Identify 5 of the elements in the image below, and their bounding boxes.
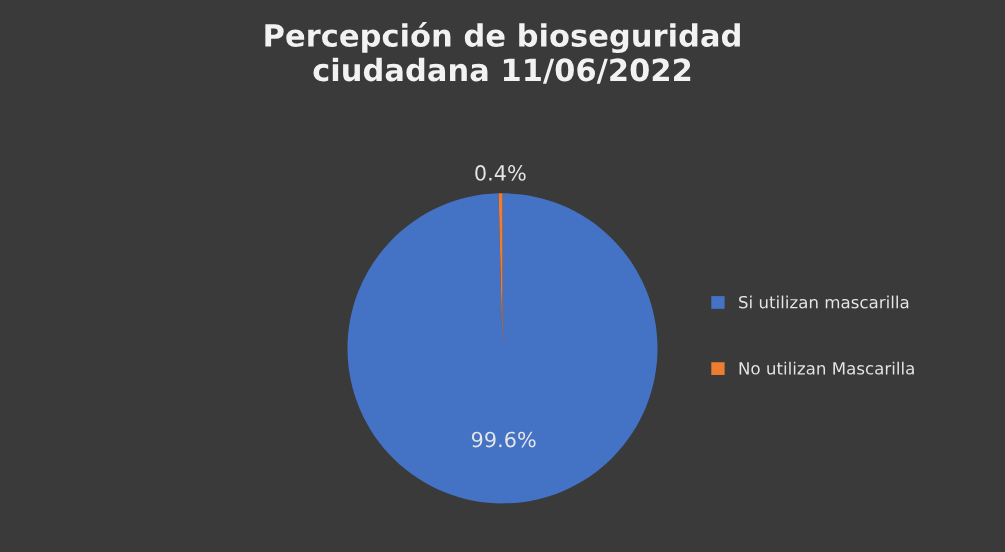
chart-title: Percepción de bioseguridad ciudadana 11/06/2022 [265,22,740,84]
data-label: 0.4% [475,165,526,181]
data-label: 99.6% [471,431,536,448]
legend-label: Si utilizan mascarilla [739,295,909,309]
legend-label: No utilizan Mascarilla [739,361,914,375]
